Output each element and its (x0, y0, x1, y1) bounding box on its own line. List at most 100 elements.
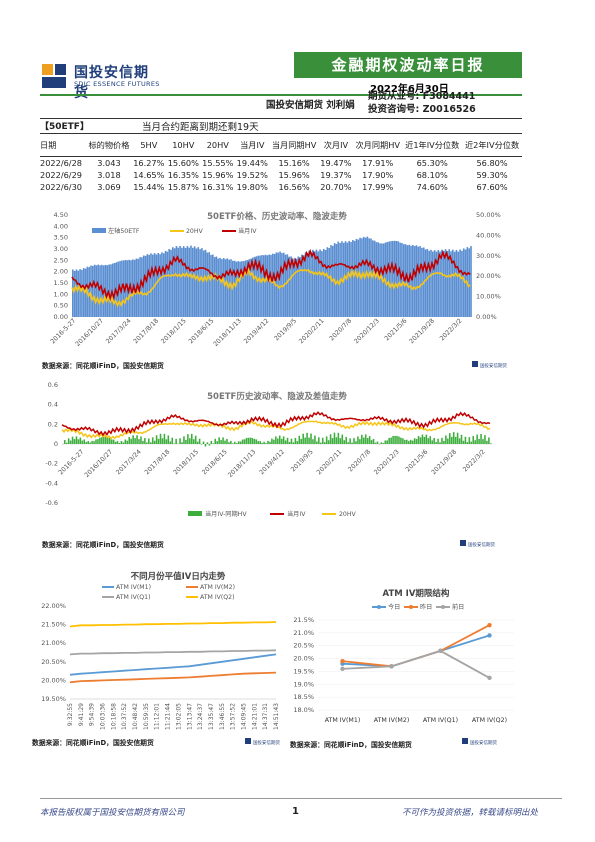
bar-etf (304, 252, 307, 317)
chart-source: 数据来源：同花顺iFinD，国投安信期货 (290, 740, 412, 749)
bar-etf (179, 245, 181, 317)
bar-diff (255, 439, 258, 444)
bar-diff (288, 442, 291, 444)
bar-diff (388, 437, 390, 444)
bar-diff (490, 443, 492, 444)
legend-label: 前日 (452, 603, 464, 611)
bar-diff (187, 434, 189, 444)
bar-etf (222, 258, 225, 317)
bar-diff (65, 442, 68, 444)
bar-diff (79, 437, 82, 444)
mini-logo-icon (462, 738, 468, 744)
x-tick: 2020/12/3 (353, 317, 381, 345)
bar-diff (333, 432, 336, 444)
chart-source: 数据来源：同花顺iFinD，国投安信期货 (42, 540, 164, 549)
bar-diff (106, 437, 109, 444)
bar-diff (456, 432, 459, 444)
y-tick: 20.50% (41, 658, 66, 666)
bar-diff (136, 435, 138, 444)
table-header-row: 日期 标的物价格 5HV 10HV 20HV 当月IV 当月同期HV 次月IV 次月同期HV 近1… (40, 134, 522, 157)
bar-diff (323, 442, 326, 444)
x-tick: 11:12:01 (154, 703, 161, 730)
y-tick: -0.6 (45, 499, 58, 507)
bar-etf (417, 246, 420, 317)
legend-label: 当月IV (287, 510, 306, 518)
bar-diff (341, 434, 344, 444)
series-point (487, 675, 492, 681)
bar-diff (488, 437, 490, 444)
bar-diff (259, 441, 261, 444)
x-tick: 14:37:31 (262, 703, 269, 730)
bar-etf (370, 238, 372, 317)
bar-diff (155, 435, 158, 444)
bar-diff (406, 439, 408, 444)
mini-logo-text: 国投安信期货 (468, 541, 495, 548)
bar-etf (439, 251, 441, 317)
y-tick: 19.5% (293, 667, 314, 675)
bar-etf (397, 241, 400, 317)
x-tick: 2021/9/28 (430, 448, 458, 476)
bar-etf (441, 249, 443, 317)
y-tick-right: 50.00% (476, 211, 501, 219)
bar-diff (224, 440, 226, 444)
bar-etf (224, 259, 227, 317)
bar-etf (93, 264, 96, 317)
bar-etf (302, 255, 305, 317)
bar-etf (259, 255, 261, 317)
mini-logo-icon (245, 738, 251, 744)
table-cell: 67.60% (476, 182, 508, 192)
bar-diff (437, 438, 439, 444)
bar-diff (247, 437, 250, 444)
bar-diff (216, 441, 218, 444)
table-cell: 3.069 (97, 182, 121, 192)
bar-etf (73, 270, 76, 317)
x-tick: 2019/4/12 (243, 317, 271, 345)
bar-diff (363, 437, 365, 444)
bar-diff (167, 435, 170, 444)
series-line (69, 649, 277, 656)
bar-diff (108, 437, 111, 444)
x-tick: 10:59:35 (143, 703, 150, 730)
bar-etf (355, 238, 358, 317)
bar-diff (89, 442, 91, 444)
bar-etf (79, 269, 81, 317)
bar-etf (82, 268, 85, 317)
table-cell: 15.55% (202, 158, 234, 168)
bar-etf (241, 261, 243, 317)
bar-diff (460, 434, 463, 444)
bar-etf (324, 249, 327, 317)
bar-diff (97, 439, 99, 444)
bar-diff (122, 442, 125, 444)
bar-etf (421, 247, 423, 317)
x-tick: 9:54:39 (89, 703, 96, 726)
x-tick: 2018/1/15 (172, 448, 200, 476)
bar-diff (417, 436, 420, 444)
bar-etf (290, 256, 292, 317)
x-tick: 13:35:47 (208, 703, 215, 730)
bar-diff (103, 436, 105, 444)
bar-diff (257, 441, 260, 444)
bar-diff (306, 432, 308, 444)
bar-etf (299, 257, 301, 317)
mini-logo-text: 国投安信期货 (470, 739, 497, 746)
bar-diff (237, 441, 240, 444)
series-line (69, 621, 277, 628)
bar-diff (351, 442, 353, 444)
y-tick: 0.4 (48, 401, 58, 409)
bar-diff (144, 438, 146, 444)
bar-diff (447, 438, 449, 444)
bar-diff (87, 440, 89, 444)
footer-disclaimer: 不可作为投资依据，转载请标明出处 (402, 808, 539, 818)
legend-swatch (92, 228, 106, 233)
bar-etf (321, 251, 323, 317)
bar-diff (450, 436, 453, 444)
bar-etf (402, 244, 405, 317)
chart-intraday-iv: 不同月份平值IV日内走势 ATM IV(M1) ATM IV(M2) ATM IV(Q… (32, 571, 280, 747)
series-point (340, 658, 345, 664)
table-cell: 68.10% (416, 170, 448, 180)
y-tick-left: 0.00 (54, 313, 68, 321)
bar-etf (192, 247, 194, 317)
bar-diff (181, 442, 183, 444)
bar-diff (290, 438, 293, 444)
cert-consult: 投资咨询号: Z0016526 (368, 104, 476, 115)
